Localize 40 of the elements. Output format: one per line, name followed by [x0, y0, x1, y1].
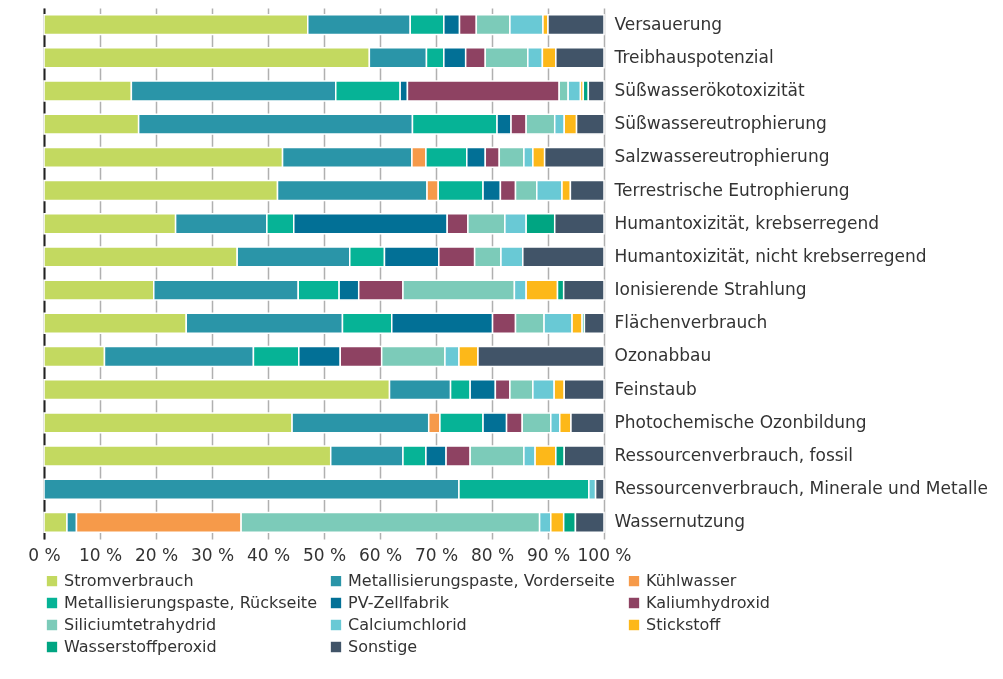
y-tick-label: Ionisierende Strahlung: [614, 279, 807, 300]
y-tick-label: Feinstaub: [614, 378, 697, 399]
x-tick-label: 40 %: [246, 544, 291, 565]
x-tick-label: 100 %: [577, 544, 632, 565]
legend-label: Kaliumhydroxid: [646, 593, 770, 612]
y-tick-label: Flächenverbrauch: [614, 312, 768, 333]
y-tick-label: Treibhauspotenzial: [613, 46, 774, 67]
legend-label: Stromverbrauch: [64, 571, 194, 591]
legend-label: Siliciumtetrahydrid: [64, 615, 217, 634]
x-tick-label: 30 %: [190, 544, 235, 565]
bar: [587, 80, 605, 102]
y-tick-label: Terrestrische Eutrophierung: [613, 179, 850, 200]
x-tick-label: 90 %: [526, 544, 571, 565]
x-tick-label: 70 %: [414, 544, 459, 565]
y-tick-label: Ozonabbau: [614, 345, 712, 366]
x-tick-label: 50 %: [302, 544, 347, 565]
y-tick-label: Süßwasserökotoxizität: [614, 79, 805, 100]
x-tick-label: 0 %: [28, 544, 61, 565]
bar: [583, 312, 605, 334]
y-tick-label: Versauerung: [614, 13, 723, 34]
legend-label: Kühlwasser: [646, 571, 737, 591]
legend-label: Calciumchlorid: [348, 615, 467, 634]
y-tick-label: Humantoxizität, krebserregend: [614, 212, 879, 233]
y-tick-label: Humantoxizität, nicht krebserregend: [614, 245, 927, 266]
x-tick-label: 80 %: [470, 544, 515, 565]
y-tick-label: Salzwassereutrophierung: [614, 146, 830, 167]
y-tick-label: Ressourcenverbrauch, Minerale und Metalle: [614, 478, 988, 499]
legend-label: Wasserstoffperoxid: [64, 637, 217, 656]
legend-label: Sonstige: [348, 637, 418, 656]
x-tick-label: 20 %: [134, 544, 179, 565]
legend-label: Metallisierungspaste, Vorderseite: [348, 571, 615, 591]
y-tick-label: Photochemische Ozonbildung: [614, 411, 867, 432]
legend-label: PV-Zellfabrik: [348, 593, 450, 612]
x-tick-label: 10 %: [78, 544, 123, 565]
x-tick-label: 60 %: [358, 544, 403, 565]
y-tick-label: Süßwassereutrophierung: [614, 113, 827, 134]
y-tick-label: Wassernutzung: [614, 511, 745, 532]
legend-label: Metallisierungspaste, Rückseite: [64, 593, 317, 612]
legend-label: Stickstoff: [646, 615, 722, 634]
y-tick-label: Ressourcenverbrauch, fossil: [614, 445, 854, 466]
